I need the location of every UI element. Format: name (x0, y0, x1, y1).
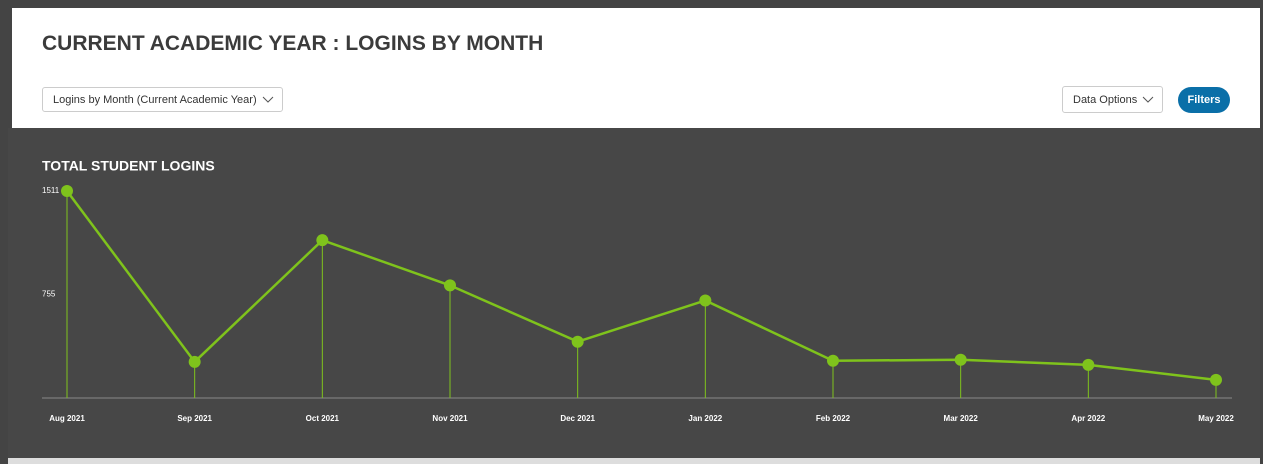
header: CURRENT ACADEMIC YEAR : LOGINS BY MONTH … (12, 8, 1260, 128)
x-tick-label: Nov 2021 (432, 414, 468, 423)
chart: TOTAL STUDENT LOGINS 755 1511 Aug 2021 Sep … (8, 128, 1260, 458)
chart-title: TOTAL STUDENT LOGINS (42, 158, 215, 174)
page-title: CURRENT ACADEMIC YEAR : LOGINS BY MONTH (42, 32, 544, 55)
chevron (262, 96, 274, 103)
point (316, 234, 329, 247)
x-tick-label: Feb 2022 (816, 414, 851, 423)
button-label: Data Options (1073, 93, 1138, 106)
x-tick-label: Sep 2021 (177, 414, 212, 423)
point (188, 355, 201, 368)
dropdown-label: Logins by Month (Current Academic Year) (53, 93, 257, 106)
x-tick-label: Oct 2021 (306, 414, 340, 423)
bottom-strip (8, 458, 1260, 464)
chart-background (8, 128, 1260, 458)
point (444, 279, 456, 292)
series-line (65, 190, 1217, 382)
x-tick-label: Jan 2022 (688, 414, 722, 423)
point (699, 294, 712, 307)
point (1210, 373, 1222, 386)
x-tick-label: Dec 2021 (560, 414, 595, 423)
dropdown[interactable]: Logins by Month (Current Academic Year) (42, 87, 283, 112)
y-tick-label: 755 (42, 290, 56, 299)
x-tick-label: Aug 2021 (49, 414, 85, 423)
point (571, 335, 584, 348)
point (1082, 358, 1095, 371)
point (827, 354, 839, 367)
point (61, 185, 73, 197)
point (954, 353, 967, 366)
filters-button[interactable]: Filters (1178, 87, 1230, 113)
chevron (1142, 96, 1154, 103)
data-options-button[interactable]: Data Options (1062, 86, 1163, 113)
x-tick-label: May 2022 (1198, 414, 1234, 423)
x-tick-label: Apr 2022 (1071, 414, 1105, 423)
x-tick-label: Mar 2022 (944, 414, 979, 423)
y-tick-label: 1511 (42, 186, 60, 195)
